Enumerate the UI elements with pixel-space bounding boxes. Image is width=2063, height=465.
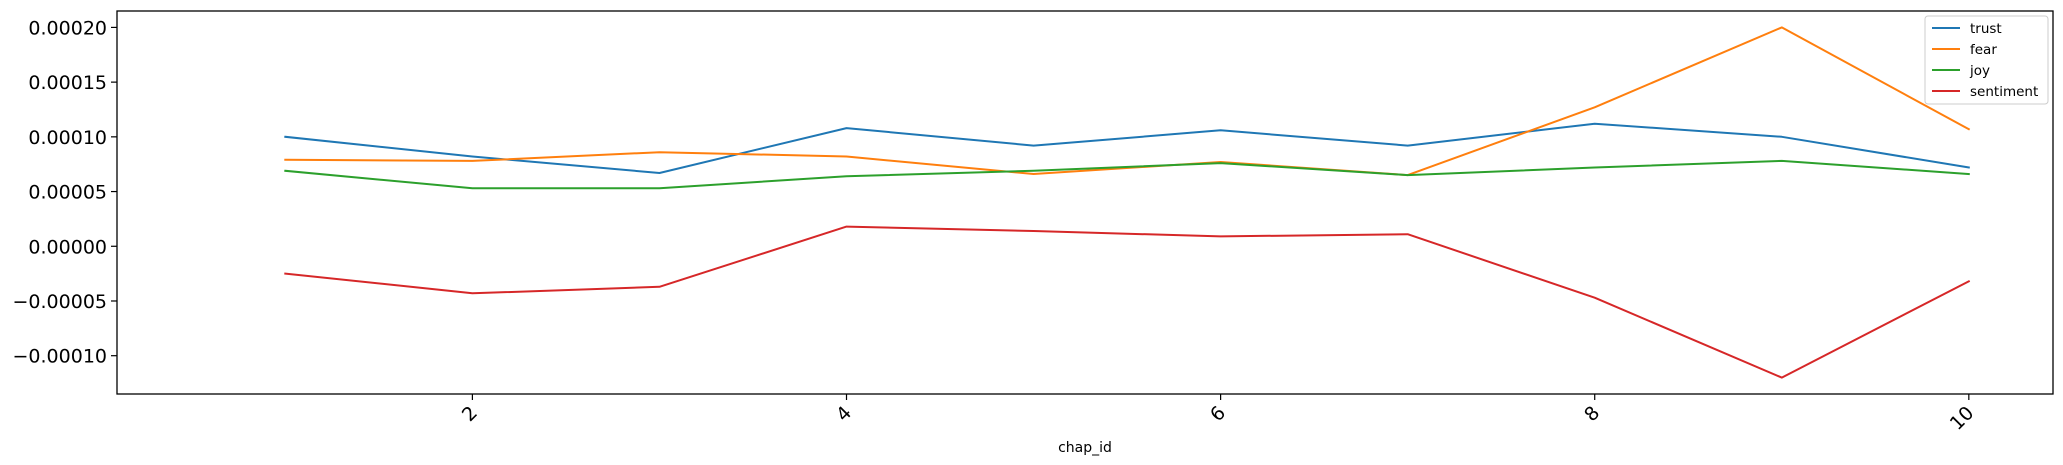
- legend: trust fear joy sentiment: [1924, 15, 2049, 105]
- x-axis-title: chap_id: [1058, 440, 1112, 456]
- y-axis: −0.00010 −0.00005 0.00000 0.00005 0.00010 0.0…: [13, 17, 117, 368]
- legend-label-trust: trust: [1970, 21, 2002, 37]
- plot-frame: [116, 10, 2054, 395]
- series-line-fear: [284, 26, 1971, 177]
- series-line-sentiment: [284, 225, 1971, 379]
- y-tick-label: −0.00005: [13, 291, 108, 313]
- legend-box: [1924, 15, 2049, 105]
- legend-label-joy: joy: [1969, 63, 1990, 79]
- series-line-trust: [284, 122, 1970, 174]
- y-tick-label: 0.00005: [28, 182, 107, 204]
- y-tick-label: 0.00015: [28, 72, 107, 94]
- y-tick-label: 0.00000: [28, 236, 107, 258]
- y-tick-label: −0.00010: [13, 346, 108, 368]
- y-tick-label: 0.00010: [28, 127, 107, 149]
- legend-label-fear: fear: [1970, 42, 1997, 58]
- series-line-joy: [284, 159, 1970, 190]
- series-layer: [284, 26, 1971, 379]
- y-tick-label: 0.00020: [28, 17, 107, 39]
- legend-label-sentiment: sentiment: [1970, 84, 2038, 100]
